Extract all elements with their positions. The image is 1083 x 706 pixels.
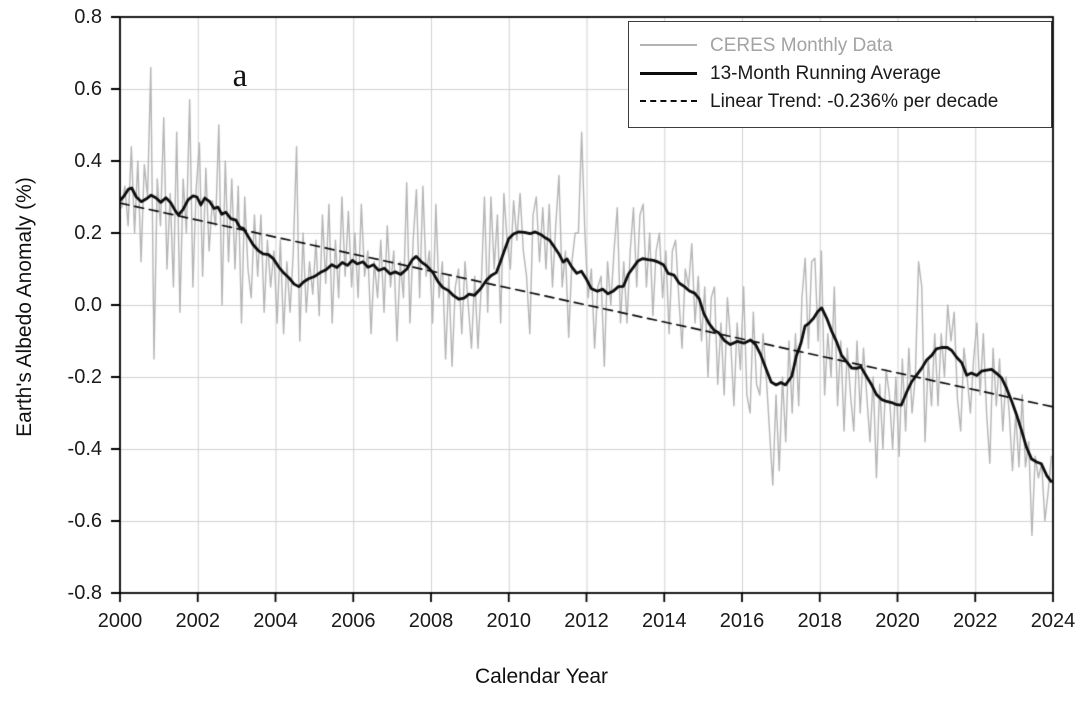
y-tick-label: -0.2 [67, 366, 102, 388]
y-tick-label: 0.4 [74, 150, 102, 172]
legend-label-monthly: CERES Monthly Data [710, 34, 893, 56]
x-tick-label: 2002 [175, 610, 221, 632]
x-tick-label: 2006 [331, 610, 376, 632]
y-tick-label: 0.6 [74, 78, 102, 100]
x-tick-label: 2022 [953, 610, 998, 632]
y-axis-title: Earth's Albedo Anomaly (%) [13, 177, 36, 437]
x-tick-label: 2008 [408, 610, 454, 632]
y-tick-label: -0.6 [67, 510, 102, 532]
legend: CERES Monthly Data 13-Month Running Aver… [628, 21, 1052, 128]
legend-item-running-average: 13-Month Running Average [629, 59, 1051, 87]
monthly-line-swatch-icon [640, 44, 697, 46]
x-tick-label: 2016 [719, 610, 765, 632]
running-average-swatch-icon [640, 71, 697, 75]
x-tick-label: 2024 [1030, 610, 1076, 632]
y-tick-label: 0.8 [74, 6, 102, 28]
x-tick-label: 2020 [875, 610, 920, 632]
legend-item-linear-trend: Linear Trend: -0.236% per decade [629, 87, 1051, 115]
linear-trend-swatch-icon [640, 100, 697, 102]
x-tick-label: 2018 [797, 610, 843, 632]
legend-item-monthly: CERES Monthly Data [629, 31, 1051, 59]
y-tick-label: -0.8 [67, 582, 102, 604]
y-tick-label: -0.4 [67, 438, 102, 460]
y-tick-label: 0.0 [74, 294, 102, 316]
x-tick-label: 2014 [642, 610, 687, 632]
y-tick-label: 0.2 [74, 222, 102, 244]
x-tick-label: 2004 [253, 610, 298, 632]
x-tick-label: 2012 [564, 610, 609, 632]
legend-label-running-average: 13-Month Running Average [710, 62, 941, 84]
panel-label-a: a [232, 58, 248, 94]
x-tick-label: 2010 [486, 610, 532, 632]
legend-label-linear-trend: Linear Trend: -0.236% per decade [710, 90, 999, 112]
x-tick-label: 2000 [97, 610, 143, 632]
x-axis-title: Calendar Year [474, 665, 609, 688]
